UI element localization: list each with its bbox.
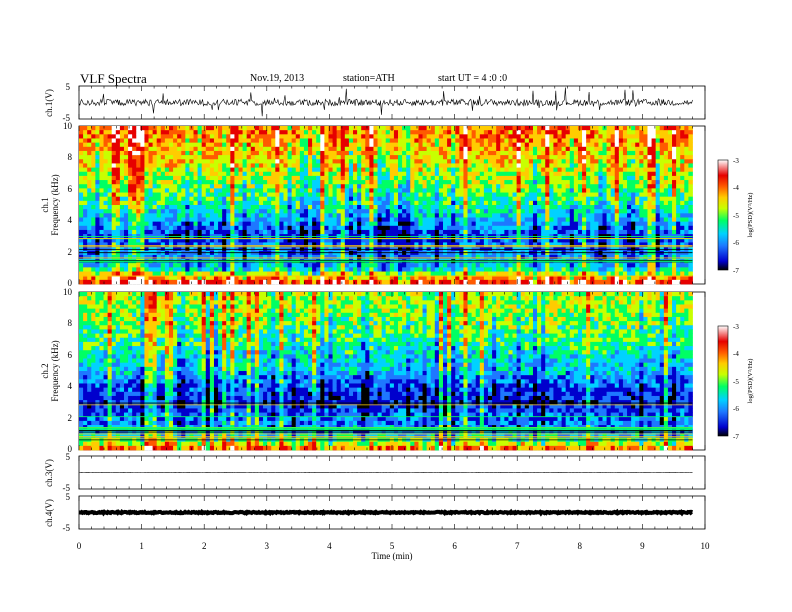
xtick-5: 5 <box>390 541 395 551</box>
spec1-ytick-2: 2 <box>68 247 73 257</box>
cb1-tick-m6: -6 <box>733 239 739 247</box>
ch1-spectrogram <box>79 126 693 285</box>
ch1-ytick-bottom: -5 <box>63 113 71 123</box>
xtick-6: 6 <box>452 541 457 551</box>
xtick-9: 9 <box>640 541 645 551</box>
spec1-ytick-0: 0 <box>68 278 73 288</box>
cb2-tick-m7: -7 <box>733 433 739 441</box>
spec2-ylabel: Frequency (kHz) <box>50 340 60 401</box>
ch4-waveform-trace <box>78 508 693 517</box>
xtick-10: 10 <box>701 541 711 551</box>
xtick-1: 1 <box>139 541 144 551</box>
ch3-ytick-bottom: -5 <box>63 483 71 493</box>
spec2-ytick-2: 2 <box>68 413 73 423</box>
observation-date: Nov.19, 2013 <box>250 73 305 84</box>
cb2-tick-m3: -3 <box>733 323 739 331</box>
cb2-tick-m6: -6 <box>733 405 739 413</box>
spec2-ytick-6: 6 <box>68 350 73 360</box>
cb1-tick-m5: -5 <box>733 212 739 220</box>
xtick-2: 2 <box>202 541 207 551</box>
cb1-tick-m3: -3 <box>733 157 739 165</box>
ch1-colorbar <box>717 159 729 271</box>
ch3-ylabel: ch.3(V) <box>44 459 54 487</box>
spec2-ytick-10: 10 <box>63 287 73 297</box>
xtick-4: 4 <box>327 541 332 551</box>
spec1-ytick-6: 6 <box>68 184 73 194</box>
spec1-ytick-8: 8 <box>68 152 73 162</box>
cb2-tick-m5: -5 <box>733 378 739 386</box>
spec1-channel-label: ch.1 <box>40 197 50 212</box>
ch4-ytick-bottom: -5 <box>63 523 71 533</box>
ch3-ytick-top: 5 <box>66 452 71 462</box>
ch1-ylabel: ch.1(V) <box>44 89 54 117</box>
xtick-8: 8 <box>578 541 583 551</box>
ch2-spectrogram <box>79 292 693 451</box>
cb1-label: log(PSD)(V²/Hz) <box>747 193 754 238</box>
spec2-ytick-4: 4 <box>68 381 73 391</box>
start-ut-label: start UT = 4 :0 :0 <box>438 73 508 84</box>
xtick-0: 0 <box>77 541 82 551</box>
axis-ticks <box>78 86 706 529</box>
spec2-ytick-8: 8 <box>68 318 73 328</box>
xtick-7: 7 <box>515 541 520 551</box>
spec2-channel-label: ch.2 <box>40 363 50 378</box>
cb1-tick-m7: -7 <box>733 267 739 275</box>
figure-title: VLF Spectra <box>80 71 147 86</box>
ch1-ytick-top: 5 <box>66 82 71 92</box>
cb2-label: log(PSD)(V²/Hz) <box>747 359 754 404</box>
ch2-colorbar <box>717 325 729 437</box>
ch4-ylabel: ch.4(V) <box>44 499 54 527</box>
xtick-3: 3 <box>265 541 270 551</box>
ch4-ytick-top: 5 <box>66 492 71 502</box>
spec1-ytick-10: 10 <box>63 121 73 131</box>
station-label: station=ATH <box>343 73 395 84</box>
spec1-ylabel: Frequency (kHz) <box>50 174 60 235</box>
ch1-waveform-trace <box>78 87 693 117</box>
cb1-tick-m4: -4 <box>733 184 739 192</box>
cb2-tick-m4: -4 <box>733 350 739 358</box>
spec1-ytick-4: 4 <box>68 215 73 225</box>
spec2-ytick-0: 0 <box>68 444 73 454</box>
x-axis-label: Time (min) <box>372 551 413 561</box>
